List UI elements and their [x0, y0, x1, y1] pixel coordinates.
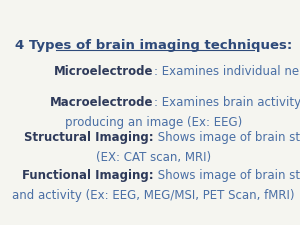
Text: Shows image of brain structure: Shows image of brain structure [154, 169, 300, 182]
Text: Microelectrode: Microelectrode [54, 65, 154, 78]
Text: : Examines brain activity without: : Examines brain activity without [154, 96, 300, 109]
Text: producing an image (Ex: EEG): producing an image (Ex: EEG) [65, 116, 242, 129]
Text: (EX: CAT scan, MRI): (EX: CAT scan, MRI) [96, 151, 211, 164]
Text: Functional Imaging:: Functional Imaging: [22, 169, 154, 182]
Text: Structural Imaging:: Structural Imaging: [24, 131, 154, 144]
Text: Macroelectrode: Macroelectrode [50, 96, 154, 109]
Text: and activity (Ex: EEG, MEG/MSI, PET Scan, fMRI): and activity (Ex: EEG, MEG/MSI, PET Scan… [13, 189, 295, 202]
Text: Shows image of brain structure: Shows image of brain structure [154, 131, 300, 144]
Text: 4 Types of brain imaging techniques:: 4 Types of brain imaging techniques: [15, 39, 292, 52]
Text: : Examines individual neurons: : Examines individual neurons [154, 65, 300, 78]
